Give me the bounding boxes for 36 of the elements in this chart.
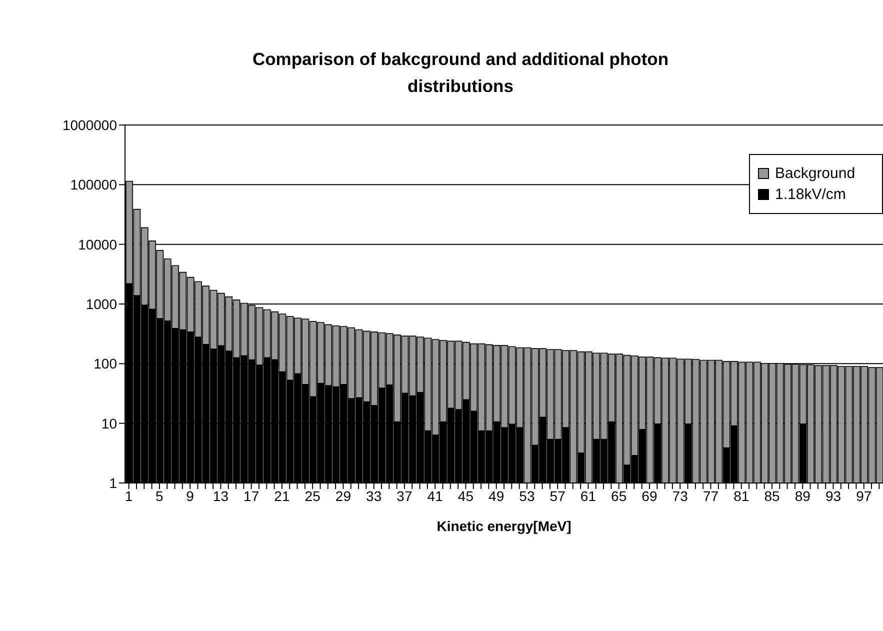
x-tick-label: 17 <box>244 488 260 504</box>
y-tick-label: 100 <box>94 356 118 372</box>
x-tick-label: 73 <box>672 488 688 504</box>
x-tick-label: 13 <box>212 488 229 504</box>
x-tick-label: 53 <box>519 488 535 504</box>
x-tick-label: 5 <box>156 488 164 504</box>
x-tick-label: 61 <box>580 488 596 504</box>
x-tick-label: 85 <box>764 488 780 504</box>
y-tick-label: 1 <box>109 474 118 491</box>
y-tick-label: 10000 <box>78 236 118 252</box>
x-tick-label: 25 <box>304 488 321 504</box>
x-tick-label: 97 <box>856 488 872 504</box>
x-tick-label: 65 <box>611 488 627 504</box>
x-tick-label: 41 <box>427 488 444 504</box>
x-tick-label: 93 <box>825 488 842 504</box>
x-tick-label: 89 <box>794 488 811 504</box>
y-tick-label: 100000 <box>70 176 118 193</box>
x-tick-label: 57 <box>550 488 566 504</box>
x-tick-label: 21 <box>274 488 290 504</box>
x-tick-label: 29 <box>335 488 352 504</box>
x-tick-label: 9 <box>186 488 194 504</box>
legend-label: Background <box>775 165 856 182</box>
x-tick-label: 77 <box>702 488 719 504</box>
chart-title: Comparison of bakcground and additional photon distributions <box>251 48 670 98</box>
x-tick-label: 69 <box>642 488 658 504</box>
x-tick-label: 37 <box>396 488 412 504</box>
x-tick-label: 1 <box>124 488 133 504</box>
y-tick-label: 1000 <box>86 296 118 312</box>
y-tick-label: 10 <box>101 415 118 432</box>
x-axis-title: Kinetic energy[MeV] <box>436 518 572 534</box>
y-tick-label: 1000000 <box>62 116 118 133</box>
x-tick-label: 81 <box>734 488 750 504</box>
x-tick-label: 45 <box>458 488 474 504</box>
x-tick-label: 33 <box>366 488 382 504</box>
legend-label: 1.18kV/cm <box>775 186 846 203</box>
x-tick-label: 49 <box>488 488 504 504</box>
